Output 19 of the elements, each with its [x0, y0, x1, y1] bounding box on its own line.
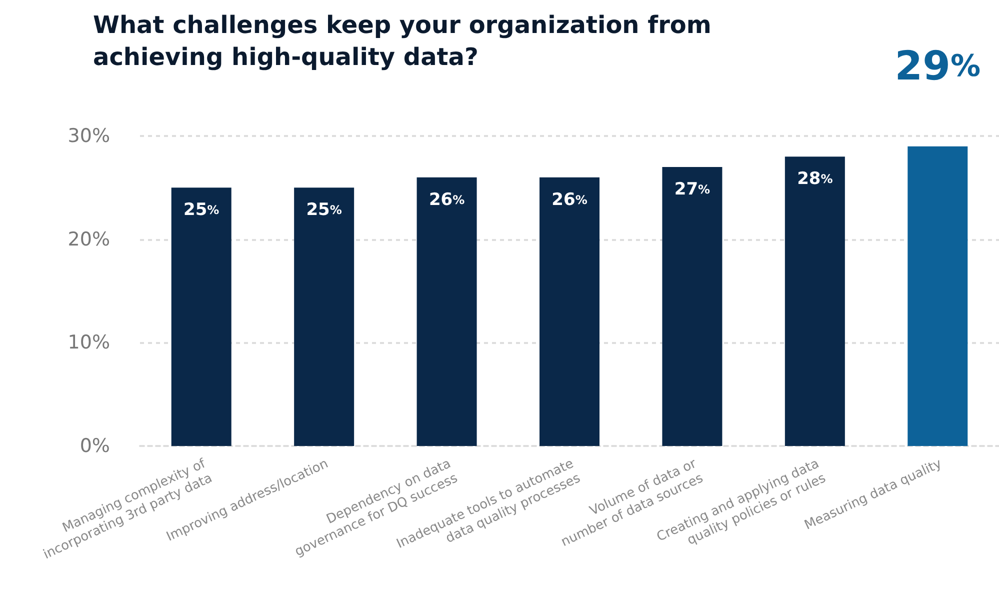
y-tick-label: 20% [68, 228, 110, 250]
chart-title: What challenges keep your organization from achieving high-quality data? [93, 11, 720, 71]
data-label: 29% [894, 43, 981, 90]
bar [540, 177, 600, 446]
y-tick-label: 10% [68, 332, 110, 354]
data-label: 25% [306, 200, 342, 220]
bar [416, 177, 477, 446]
y-tick-label: 0% [80, 435, 110, 457]
data-label: 26% [428, 190, 465, 210]
data-label: 25% [184, 200, 220, 220]
data-label: 27% [674, 180, 710, 200]
data-label: 28% [797, 169, 833, 190]
bar [294, 188, 354, 446]
bar [171, 188, 232, 446]
bar [662, 167, 722, 446]
y-tick-label: 30% [68, 125, 110, 147]
data-label: 26% [552, 190, 588, 210]
bar [908, 146, 968, 446]
bar [784, 156, 845, 446]
